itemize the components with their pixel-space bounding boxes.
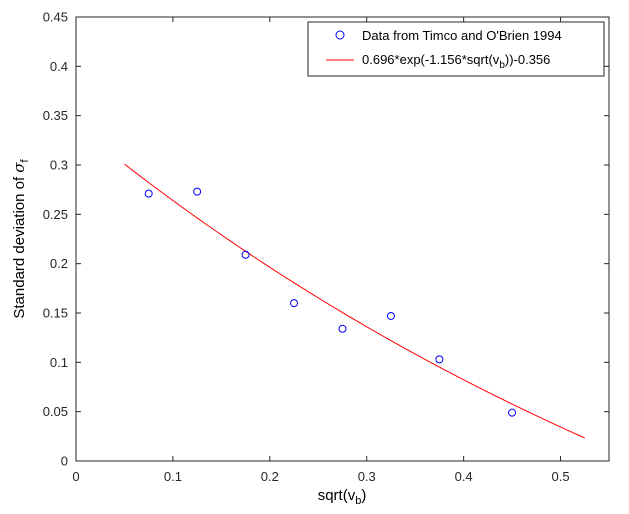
x-tick-labels: 0 0.1 0.2 0.3 0.4 0.5 xyxy=(72,469,569,484)
legend-marker-data xyxy=(335,30,345,40)
fit-curve xyxy=(124,163,585,439)
y-tick-label: 0.15 xyxy=(43,306,68,321)
data-point xyxy=(290,299,299,308)
y-tick-label: 0.25 xyxy=(43,207,68,222)
x-tick-label: 0.5 xyxy=(552,469,570,484)
legend-label-data: Data from Timco and O'Brien 1994 xyxy=(362,28,562,43)
x-tick-label: 0.3 xyxy=(358,469,376,484)
x-tick-label: 0.4 xyxy=(455,469,473,484)
x-tick-label: 0 xyxy=(72,469,79,484)
x-tick-label: 0.1 xyxy=(164,469,182,484)
legend: Data from Timco and O'Brien 1994 0.696*e… xyxy=(307,21,605,77)
plot-area xyxy=(76,17,609,461)
data-point xyxy=(241,250,250,259)
y-tick-labels: 0 0.05 0.1 0.15 0.2 0.25 0.3 0.35 0.4 0.45 xyxy=(43,10,68,469)
y-tick-label: 0 xyxy=(61,454,68,469)
x-tick-label: 0.2 xyxy=(261,469,279,484)
y-tick-label: 0.05 xyxy=(43,404,68,419)
data-point xyxy=(338,324,347,333)
x-axis-label: sqrt(vb) xyxy=(318,487,367,507)
y-tick-label: 0.4 xyxy=(50,59,68,74)
data-markers xyxy=(144,187,517,417)
plot-box xyxy=(75,16,610,462)
y-tick-label: 0.35 xyxy=(43,108,68,123)
data-point xyxy=(435,355,444,364)
data-point xyxy=(144,189,153,198)
y-axis-label: Standard deviation of σf xyxy=(10,158,31,318)
y-tick-label: 0.1 xyxy=(50,355,68,370)
data-point xyxy=(386,311,395,320)
y-tick-label: 0.3 xyxy=(50,158,68,173)
data-point xyxy=(193,187,202,196)
y-tick-label: 0.45 xyxy=(43,10,68,25)
data-point xyxy=(508,408,517,417)
legend-box xyxy=(307,21,605,77)
legend-label-fit: 0.696*exp(-1.156*sqrt(vb))-0.356 xyxy=(362,52,550,71)
y-tick-label: 0.2 xyxy=(50,256,68,271)
